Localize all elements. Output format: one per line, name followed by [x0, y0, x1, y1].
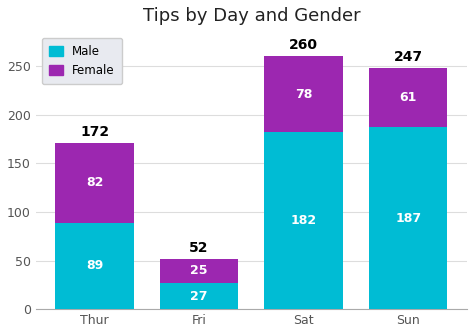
- Bar: [55, 143, 134, 223]
- Bar: [369, 127, 447, 309]
- Bar: [369, 68, 447, 127]
- Bar: [264, 132, 343, 309]
- Text: 78: 78: [295, 88, 312, 101]
- Bar: [55, 223, 134, 309]
- Text: 61: 61: [400, 91, 417, 104]
- Text: 182: 182: [291, 214, 317, 227]
- Bar: [160, 283, 238, 309]
- Text: 247: 247: [394, 50, 423, 64]
- Text: 52: 52: [189, 241, 209, 255]
- Text: 260: 260: [289, 38, 318, 52]
- Text: 172: 172: [80, 125, 109, 139]
- Text: 89: 89: [86, 260, 103, 273]
- Bar: [160, 259, 238, 283]
- Text: 187: 187: [395, 212, 421, 225]
- Bar: [264, 56, 343, 132]
- Title: Tips by Day and Gender: Tips by Day and Gender: [143, 7, 360, 25]
- Legend: Male, Female: Male, Female: [42, 38, 122, 84]
- Text: 25: 25: [191, 264, 208, 277]
- Text: 82: 82: [86, 176, 103, 189]
- Text: 27: 27: [191, 290, 208, 303]
